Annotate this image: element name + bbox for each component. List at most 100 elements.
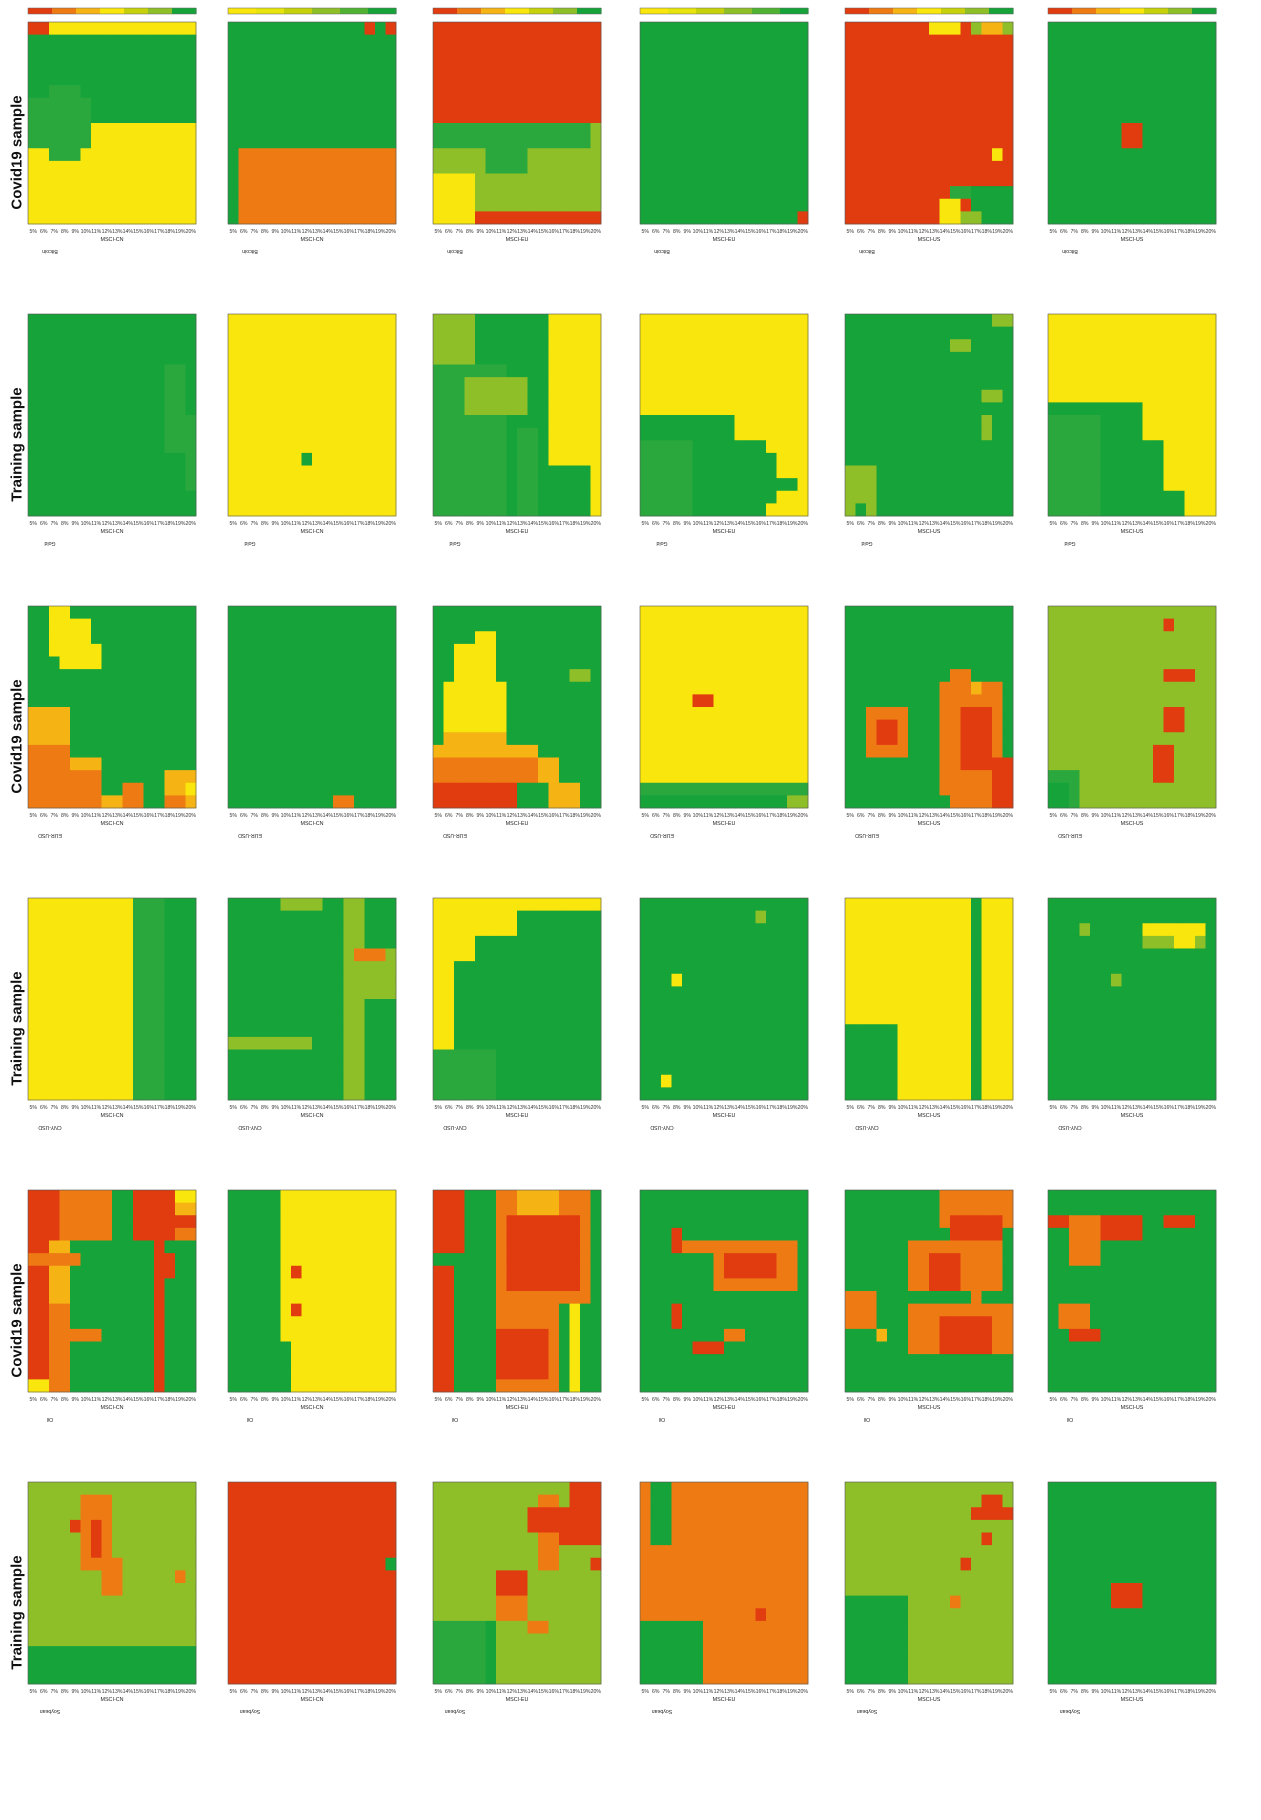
heatmap-cell [1132,98,1143,111]
heatmap-cell [354,720,365,733]
heatmap-cell [1206,682,1217,695]
heatmap-cell [312,161,323,174]
heatmap-cell [877,694,888,707]
heatmap-cell [538,402,549,415]
heatmap-cell [165,327,176,340]
heatmap-cell [580,174,591,187]
heatmap-cell [682,339,693,352]
heatmap-cell [1164,211,1175,224]
heatmap-cell [133,123,144,136]
heatmap-cell [175,491,186,504]
heatmap-cell [154,682,165,695]
heatmap-cell [475,415,486,428]
heatmap-cell [1206,478,1217,491]
heatmap-cell [81,631,92,644]
heatmap-cell [714,186,725,199]
heatmap-cell [165,694,176,707]
heatmap-cell [60,503,71,516]
heatmap-cell [950,339,961,352]
heatmap-cell [1185,466,1196,479]
heatmap-cell [123,428,134,441]
heatmap-cell [1153,466,1164,479]
x-tick-label: 5% [230,229,238,235]
x-tick-label: 6% [652,813,660,819]
heatmap-cell [756,365,767,378]
x-tick-label: 19% [375,813,386,819]
heatmap-cell [1132,47,1143,60]
heatmap-cell [291,707,302,720]
heatmap-cell [365,657,376,670]
heatmap-cell [777,47,788,60]
heatmap-cell [312,795,323,808]
heatmap-cell [239,377,250,390]
heatmap-cell [1122,453,1133,466]
heatmap-cell [333,783,344,796]
heatmap-cell [1185,795,1196,808]
heatmap-cell [1059,453,1070,466]
heatmap-cell [112,745,123,758]
panel-r4c1: 5%6%7%8%9%10%11%12%13%14%15%16%17%18%19%… [28,898,196,1130]
heatmap-cell [302,352,313,365]
heatmap-cell [354,682,365,695]
heatmap-cell [538,453,549,466]
heatmap-cell [454,47,465,60]
heatmap-cell [1143,35,1154,48]
heatmap-cell [1003,186,1014,199]
heatmap-cell [323,377,334,390]
heatmap-cell [877,390,888,403]
heatmap-cell [433,339,444,352]
heatmap-cell [375,795,386,808]
heatmap-cell [465,199,476,212]
heatmap-cell [302,732,313,745]
heatmap-cell [91,503,102,516]
heatmap-cell [559,123,570,136]
heatmap-cell [1111,60,1122,73]
heatmap-cell [724,428,735,441]
heatmap-cell [570,682,581,695]
heatmap-cell [144,770,155,783]
heatmap-cell [798,644,809,657]
heatmap-cell [239,720,250,733]
heatmap-cell [703,314,714,327]
heatmap-cell [333,402,344,415]
heatmap-cell [1080,85,1091,98]
heatmap-cell [249,631,260,644]
heatmap-cell [354,795,365,808]
heatmap-cell [1122,795,1133,808]
heatmap-cell [186,161,197,174]
heatmap-cell [333,758,344,771]
heatmap-cell [39,770,50,783]
heatmap-cell [661,47,672,60]
heatmap-cell [887,428,898,441]
heatmap-cell [144,415,155,428]
x-tick-label: 17% [154,229,165,235]
heatmap-cell [877,161,888,174]
heatmap-cell [102,211,113,224]
heatmap-cell [982,606,993,619]
heatmap-cell [228,60,239,73]
heatmap-cell [507,491,518,504]
heatmap-cell [91,440,102,453]
heatmap-cell [1080,339,1091,352]
heatmap-cell [239,199,250,212]
heatmap-cell [91,694,102,707]
heatmap-cell [640,745,651,758]
heatmap-cell [672,35,683,48]
heatmap-cell [766,402,777,415]
panel-r1c5: 5%6%7%8%9%10%11%12%13%14%15%16%17%18%19%… [845,22,1013,254]
heatmap-cell [333,161,344,174]
heatmap-cell [538,174,549,187]
panel-r2c1: 5%6%7%8%9%10%11%12%13%14%15%16%17%18%19%… [28,314,196,546]
heatmap-cell [1122,110,1133,123]
heatmap-cell [465,402,476,415]
heatmap-cell [281,415,292,428]
heatmap-cell [1153,745,1164,758]
heatmap-cell [465,123,476,136]
heatmap-cell [1069,503,1080,516]
heatmap-cell [354,85,365,98]
heatmap-cell [165,898,176,911]
heatmap-cell [898,428,909,441]
heatmap-cell [756,657,767,670]
heatmap-cell [714,199,725,212]
heatmap-cell [940,770,951,783]
